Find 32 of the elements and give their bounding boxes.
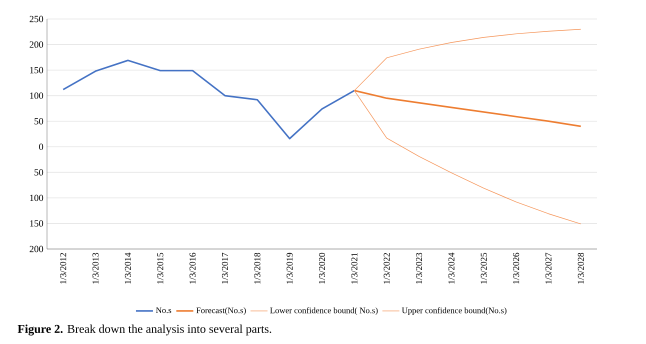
x-tick-label: 1/3/2015 — [157, 252, 164, 284]
x-tick-label: 1/3/2014 — [124, 252, 131, 284]
x-tick-label: 1/3/2027 — [545, 252, 552, 284]
legend-label: Upper confidence bound(No.s) — [402, 307, 506, 315]
x-tick-label: 1/3/2016 — [190, 252, 196, 284]
x-tick-label: 1/3/2019 — [286, 252, 293, 284]
y-tick-label: 100 — [30, 92, 44, 99]
legend-label: Forecast(No.s) — [196, 307, 246, 315]
x-tick-label: 1/3/2026 — [513, 252, 520, 284]
x-tick-label: 1/3/2018 — [254, 252, 260, 284]
legend-label: No.s — [156, 307, 172, 314]
x-tick-label: 1/3/2017 — [222, 252, 228, 284]
x-tick-label: 1/3/2012 — [60, 253, 66, 284]
y-tick-label: 200 — [30, 246, 44, 252]
y-tick-label: 200 — [30, 41, 44, 48]
y-tick-label: 0 — [39, 144, 44, 150]
text: Figure 2. Break down the analysis into several parts. — [18, 324, 272, 336]
x-tick-label: 1/3/2024 — [448, 252, 454, 284]
y-tick-label: 250 — [30, 16, 44, 22]
x-tick-label: 1/3/2022 — [384, 253, 390, 284]
y-tick-label: 150 — [30, 66, 44, 74]
x-tick-label: 1/3/2023 — [416, 252, 422, 284]
x-tick-label: 1/3/2025 — [480, 252, 487, 284]
legend-label: Lower confidence bound( No.s) — [270, 307, 378, 315]
y-tick-label: 50 — [34, 118, 44, 124]
y-tick-label: 150 — [30, 220, 44, 227]
y-tick-label: 100 — [30, 194, 44, 202]
x-tick-label: 1/3/2021 — [351, 253, 358, 284]
y-tick-label: 50 — [34, 169, 44, 176]
x-tick-label: 1/3/2028 — [578, 252, 584, 284]
x-tick-label: 1/3/2020 — [318, 252, 326, 284]
x-tick-label: 1/3/2013 — [92, 252, 99, 284]
